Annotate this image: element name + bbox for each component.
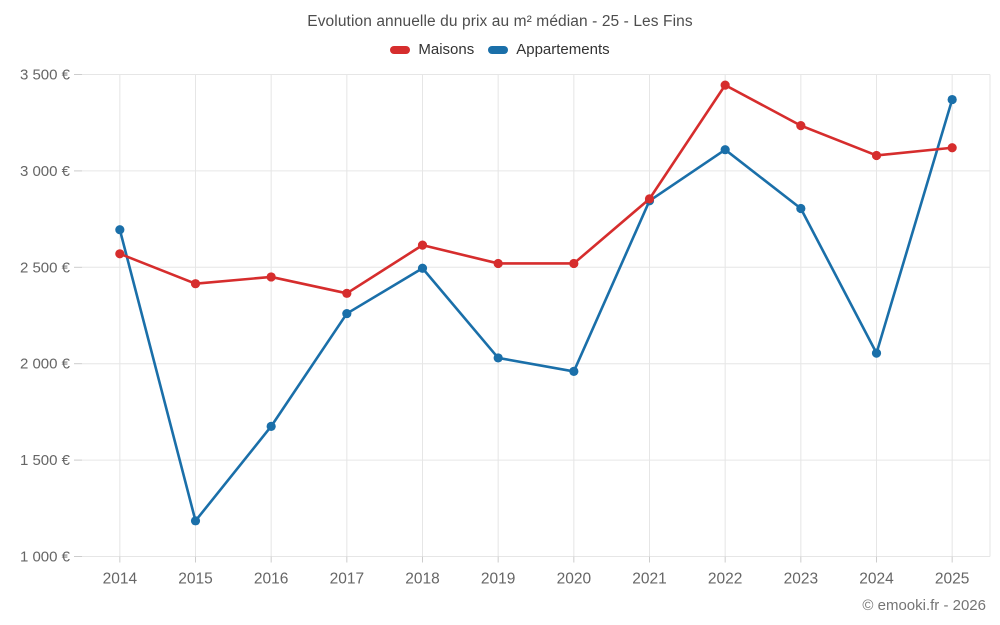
data-point-appartements-2020[interactable] [569, 366, 579, 377]
legend-label: Maisons [418, 41, 475, 58]
y-axis-label: 3 500 € [20, 67, 71, 84]
legend: Maisons Appartements [0, 41, 1000, 58]
x-axis-label: 2022 [708, 571, 742, 588]
x-axis-label: 2020 [557, 571, 592, 588]
series-line-maisons [118, 83, 954, 295]
data-point-maisons-2018[interactable] [417, 240, 428, 250]
data-point-appartements-2017[interactable] [342, 308, 352, 319]
x-axis-label: 2021 [632, 571, 666, 588]
y-axis-label: 3 000 € [20, 163, 71, 180]
data-point-maisons-2014[interactable] [115, 249, 125, 259]
x-axis-label: 2015 [178, 571, 212, 588]
data-point-maisons-2019[interactable] [493, 258, 503, 269]
data-point-maisons-2022[interactable] [720, 80, 730, 90]
data-point-maisons-2021[interactable] [644, 194, 655, 204]
data-point-appartements-2015[interactable] [190, 516, 201, 526]
y-axis-label: 2 000 € [20, 356, 71, 373]
data-point-maisons-2017[interactable] [342, 288, 352, 298]
data-point-appartements-2022[interactable] [720, 145, 730, 155]
data-point-appartements-2023[interactable] [796, 203, 806, 214]
data-point-maisons-2020[interactable] [569, 258, 579, 269]
series-line-appartements [118, 98, 954, 523]
legend-item-appartements[interactable]: Appartements [488, 41, 610, 58]
data-point-appartements-2019[interactable] [493, 353, 503, 363]
legend-label: Appartements [516, 41, 610, 58]
data-point-appartements-2025[interactable] [947, 94, 957, 105]
x-axis-label: 2014 [103, 571, 138, 588]
x-axis-label: 2017 [330, 571, 364, 588]
chart-title: Evolution annuelle du prix au m² médian … [307, 13, 693, 30]
data-point-appartements-2024[interactable] [871, 348, 882, 358]
y-axis-label: 1 500 € [20, 452, 71, 469]
x-axis-label: 2018 [405, 571, 439, 588]
x-axis-label: 2025 [935, 571, 969, 588]
x-axis-label: 2024 [859, 571, 894, 588]
data-point-maisons-2015[interactable] [190, 279, 201, 289]
legend-swatch-icon [390, 45, 411, 54]
data-point-maisons-2023[interactable] [796, 120, 806, 131]
data-point-maisons-2016[interactable] [266, 272, 276, 282]
data-point-appartements-2018[interactable] [417, 263, 428, 273]
data-point-maisons-2025[interactable] [947, 143, 957, 153]
x-axis-label: 2019 [481, 571, 515, 588]
data-point-maisons-2024[interactable] [871, 150, 882, 161]
y-axis-label: 2 500 € [20, 259, 71, 276]
legend-swatch-icon [488, 45, 509, 54]
y-axis-label: 1 000 € [20, 549, 71, 566]
legend-item-maisons[interactable]: Maisons [390, 41, 474, 58]
data-point-appartements-2016[interactable] [266, 421, 276, 431]
data-point-appartements-2014[interactable] [115, 225, 125, 235]
x-axis-label: 2016 [254, 571, 288, 588]
copyright-watermark: © emooki.fr - 2026 [862, 597, 986, 614]
x-axis-label: 2023 [784, 571, 818, 588]
